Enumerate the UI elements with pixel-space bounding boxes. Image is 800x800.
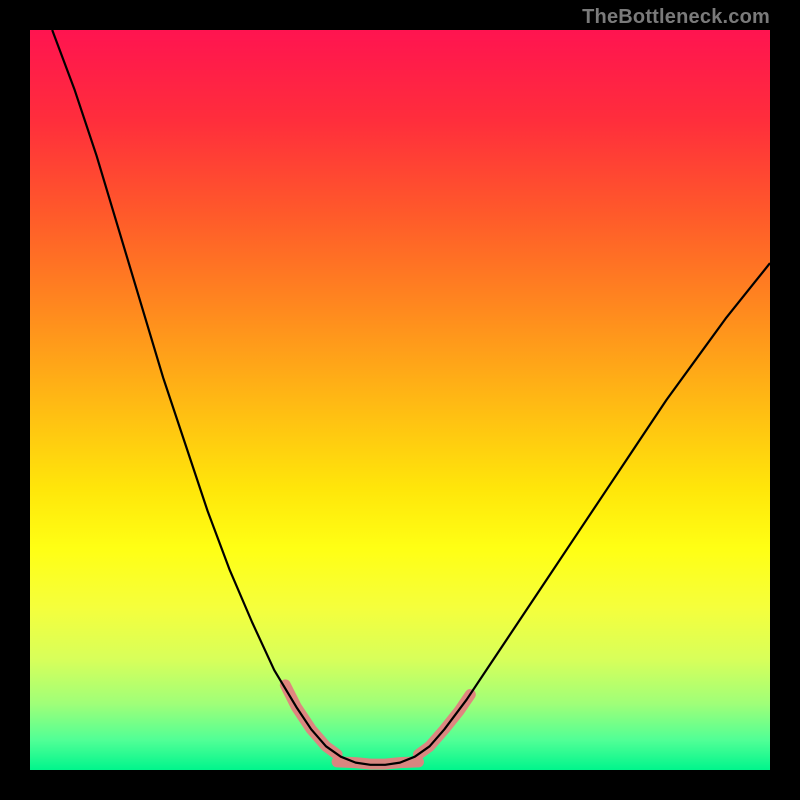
highlight-left bbox=[285, 685, 337, 755]
plot-area bbox=[30, 30, 770, 770]
bottleneck-curve bbox=[52, 30, 770, 765]
watermark-text: TheBottleneck.com bbox=[582, 6, 770, 29]
curve-layer bbox=[30, 30, 770, 770]
chart-root: TheBottleneck.com bbox=[0, 0, 800, 800]
